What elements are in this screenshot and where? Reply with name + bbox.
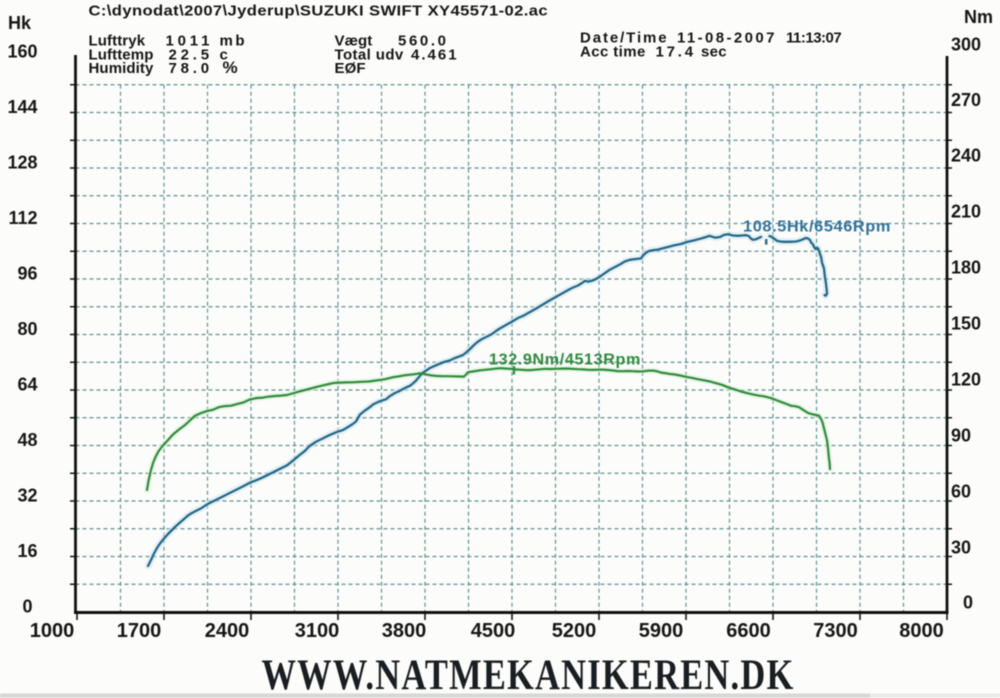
svg-text:60: 60	[951, 481, 971, 501]
svg-text:Lufttryk: Lufttryk	[89, 33, 146, 50]
svg-text:240: 240	[951, 145, 981, 165]
svg-text:300: 300	[951, 34, 981, 54]
svg-text:0: 0	[22, 596, 32, 616]
svg-text:Humidity: Humidity	[89, 60, 155, 77]
svg-text:1000: 1000	[30, 620, 75, 642]
svg-text:48: 48	[17, 430, 37, 450]
svg-text:Date/Time: Date/Time	[580, 30, 669, 47]
svg-text:16: 16	[17, 541, 37, 561]
svg-text:144: 144	[7, 97, 37, 117]
svg-text:22.5: 22.5	[169, 47, 213, 64]
svg-text:5200: 5200	[552, 620, 597, 642]
svg-text:90: 90	[951, 425, 971, 445]
svg-text:96: 96	[17, 263, 37, 283]
svg-text:4500: 4500	[471, 620, 516, 642]
svg-text:Lufttemp: Lufttemp	[89, 47, 154, 64]
svg-text:Vægt: Vægt	[335, 33, 373, 50]
svg-text:132.9Nm/4513Rpm: 132.9Nm/4513Rpm	[489, 352, 641, 369]
svg-text:1700: 1700	[117, 620, 162, 642]
svg-text:3800: 3800	[382, 620, 427, 642]
svg-text:30: 30	[951, 537, 971, 557]
svg-text:EØF: EØF	[335, 60, 366, 77]
svg-text:Acc time: Acc time	[580, 44, 646, 61]
svg-text:8000: 8000	[899, 620, 944, 642]
svg-text:Total udv: Total udv	[335, 47, 404, 64]
svg-text:7300: 7300	[813, 620, 858, 642]
svg-text:11:13:07: 11:13:07	[786, 30, 841, 47]
svg-text:3100: 3100	[295, 620, 340, 642]
svg-text:128: 128	[7, 152, 37, 172]
svg-text:210: 210	[951, 201, 981, 221]
svg-text:4.461: 4.461	[411, 47, 459, 64]
svg-text:64: 64	[17, 374, 37, 394]
svg-text:560.0: 560.0	[398, 33, 449, 50]
svg-text:17.4: 17.4	[656, 44, 696, 61]
svg-text:80: 80	[17, 319, 37, 339]
svg-text:c: c	[220, 47, 228, 64]
svg-text:6600: 6600	[726, 620, 771, 642]
svg-text:WWW.NATMEKANIKEREN.DK: WWW.NATMEKANIKEREN.DK	[262, 652, 795, 698]
svg-text:2400: 2400	[205, 620, 250, 642]
svg-text:120: 120	[951, 369, 981, 389]
svg-text:C:\dynodat\2007\Jyderup\SUZUKI: C:\dynodat\2007\Jyderup\SUZUKI SWIFT XY4…	[89, 3, 549, 20]
svg-text:78.0: 78.0	[169, 60, 213, 77]
svg-text:160: 160	[7, 41, 37, 61]
svg-text:mb: mb	[220, 33, 248, 50]
svg-text:150: 150	[951, 313, 981, 333]
svg-text:Hk: Hk	[8, 13, 32, 33]
svg-text:112: 112	[8, 208, 37, 228]
svg-text:%: %	[223, 58, 238, 77]
svg-text:1011: 1011	[166, 33, 214, 50]
svg-text:5900: 5900	[639, 620, 684, 642]
svg-text:0: 0	[963, 592, 973, 612]
svg-text:270: 270	[951, 90, 981, 110]
svg-text:180: 180	[951, 257, 981, 277]
svg-text:11-08-2007: 11-08-2007	[677, 30, 777, 47]
svg-text:108.5Hk/6546Rpm: 108.5Hk/6546Rpm	[743, 219, 891, 236]
svg-text:Nm: Nm	[964, 7, 993, 27]
svg-text:32: 32	[17, 485, 37, 505]
svg-text:sec: sec	[701, 44, 727, 61]
